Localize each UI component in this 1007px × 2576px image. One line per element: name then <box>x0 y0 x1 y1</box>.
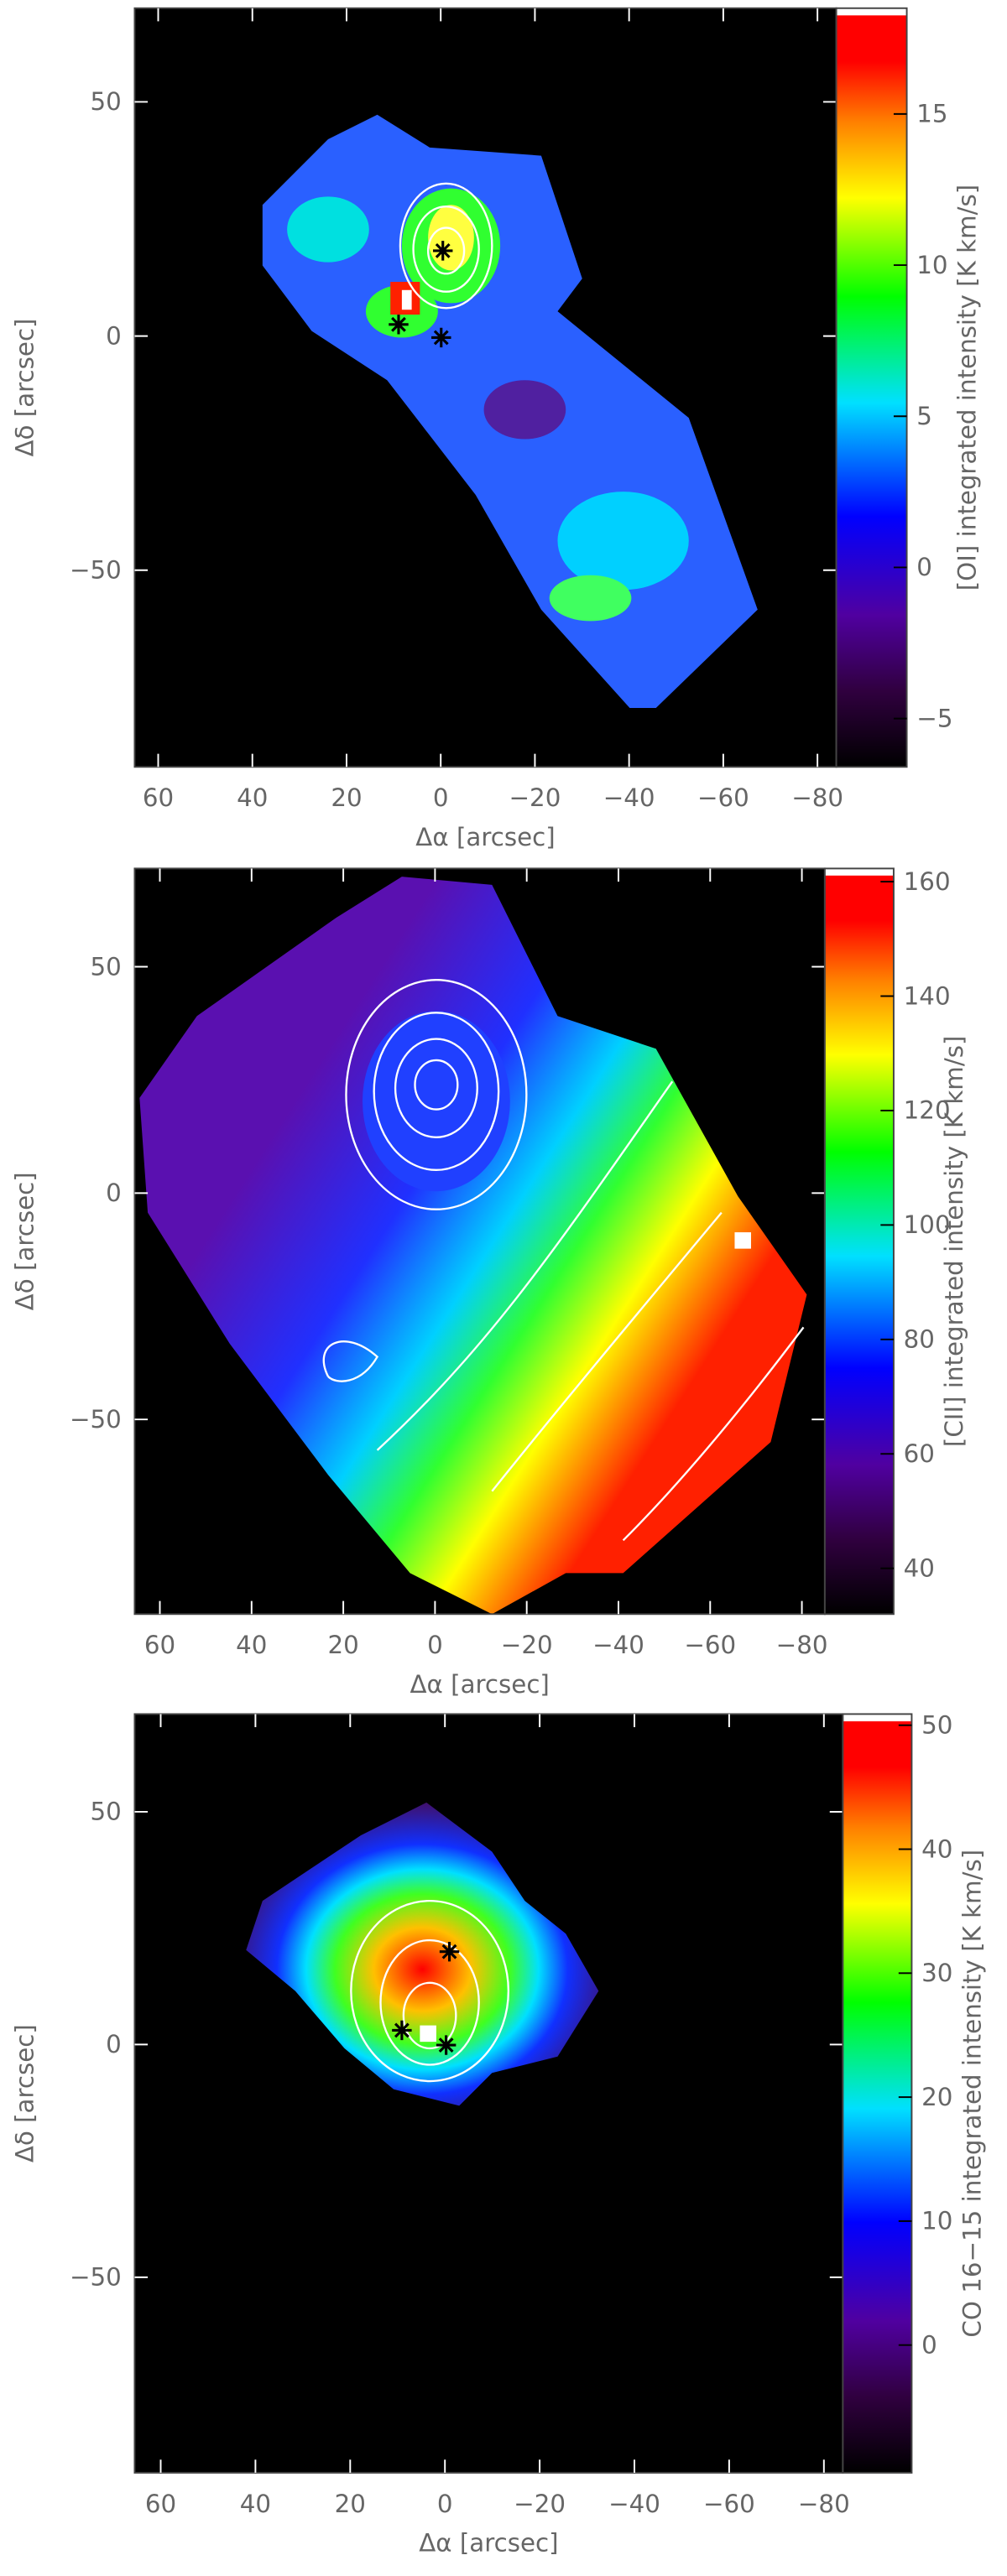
y-tick-label: −50 <box>70 2263 122 2292</box>
x-tick-label: −80 <box>791 783 843 812</box>
x-tick-label: −40 <box>608 2490 660 2518</box>
colorbar-tick-label: 160 <box>904 867 951 896</box>
colorbar-tick-label: 40 <box>904 1553 935 1582</box>
map-patch <box>401 289 412 310</box>
colorbar-label: [OI] integrated intensity [K km/s] <box>953 185 982 591</box>
y-axis-label: Δδ [arcsec] <box>10 1172 39 1310</box>
contour <box>414 1059 459 1111</box>
colorbar-tick-label: 60 <box>904 1439 935 1468</box>
x-axis-label: Δα [arcsec] <box>410 1670 549 1699</box>
colorbar-label: [CII] integrated intensity [K km/s] <box>940 1036 968 1448</box>
x-tick-label: 20 <box>335 2490 366 2518</box>
contour <box>379 1939 480 2066</box>
oi-map <box>262 114 758 708</box>
colorbar-tick-label: 5 <box>916 402 932 430</box>
y-tick-label: 50 <box>91 1798 122 1826</box>
x-tick-label: 60 <box>145 2490 176 2518</box>
x-tick-label: −20 <box>509 783 561 812</box>
y-tick-label: 50 <box>91 952 122 981</box>
map-patch <box>549 575 632 622</box>
map-region <box>139 877 807 1615</box>
x-tick-label: −40 <box>603 783 655 812</box>
source-marker <box>392 1941 460 2055</box>
x-tick-label: −80 <box>798 2490 850 2518</box>
map-patch <box>287 196 369 263</box>
contour <box>426 226 466 275</box>
colorbar-tick-label: 10 <box>916 251 947 279</box>
map-patch <box>734 1232 751 1249</box>
contour <box>322 1340 379 1382</box>
colorbar-tick-label: 50 <box>921 1710 952 1739</box>
map-region <box>246 1802 599 2106</box>
contour <box>394 1038 478 1138</box>
x-tick-label: −80 <box>776 1631 828 1659</box>
contour <box>345 979 528 1210</box>
x-tick-label: 20 <box>327 1631 358 1659</box>
colorbar <box>842 1713 913 2474</box>
x-tick-label: −60 <box>703 2490 755 2518</box>
map-patch <box>428 205 474 271</box>
x-tick-label: 0 <box>427 1631 443 1659</box>
colorbar-tick-label: 80 <box>904 1325 935 1354</box>
x-tick-label: 20 <box>331 783 362 812</box>
colorbar-tick-label: 10 <box>921 2207 952 2235</box>
x-tick-label: 0 <box>437 2490 453 2518</box>
colorbar-label: CO 16−15 integrated intensity [K km/s] <box>957 1850 986 2338</box>
contour <box>402 1981 457 2050</box>
colorbar-tick-label: 30 <box>921 1959 952 1987</box>
colorbar-tick-label: 0 <box>916 553 932 581</box>
map-patch <box>362 1011 510 1192</box>
colorbar-tick-label: 15 <box>916 100 947 128</box>
source-marker <box>389 241 453 348</box>
colorbar-tick-label: −5 <box>916 704 952 732</box>
y-tick-label: 0 <box>106 1179 122 1207</box>
colorbar <box>835 7 908 768</box>
x-tick-label: −20 <box>514 2490 566 2518</box>
contour <box>491 1211 723 1492</box>
colorbar-tick-label: 40 <box>921 1834 952 1863</box>
colorbar-tick-label: 0 <box>921 2330 937 2359</box>
plot-background <box>134 1714 843 2473</box>
x-tick-label: 0 <box>433 783 449 812</box>
x-tick-label: 40 <box>240 2490 271 2518</box>
contour <box>399 182 493 310</box>
y-axis-label: Δδ [arcsec] <box>10 319 39 457</box>
cii-map <box>139 877 807 1615</box>
x-tick-label: −60 <box>697 783 749 812</box>
colorbar-tick-label: 20 <box>921 2083 952 2111</box>
x-axis-label: Δα [arcsec] <box>415 823 555 851</box>
y-axis-label: Δδ [arcsec] <box>10 2024 39 2162</box>
y-tick-label: −50 <box>70 1405 122 1434</box>
y-tick-label: −50 <box>70 556 122 585</box>
x-tick-label: 40 <box>237 783 268 812</box>
co-map <box>246 1802 599 2106</box>
x-tick-label: −60 <box>684 1631 736 1659</box>
y-tick-label: 50 <box>91 87 122 116</box>
x-tick-label: −40 <box>592 1631 644 1659</box>
colorbar-tick-label: 120 <box>904 1096 951 1125</box>
map-patch <box>420 2025 436 2043</box>
colorbar-tick-label: 140 <box>904 981 951 1010</box>
x-tick-label: 60 <box>143 783 174 812</box>
contour <box>622 1326 805 1542</box>
colorbar <box>823 867 895 1616</box>
y-tick-label: 0 <box>106 321 122 350</box>
map-patch <box>557 492 689 591</box>
contour <box>373 1012 500 1172</box>
x-axis-label: Δα [arcsec] <box>419 2529 558 2558</box>
contour <box>412 205 480 293</box>
map-patch <box>483 380 566 440</box>
y-tick-label: 0 <box>106 2030 122 2058</box>
contour <box>350 1899 510 2083</box>
colorbar-tick-label: 100 <box>904 1210 951 1239</box>
x-tick-label: 40 <box>236 1631 267 1659</box>
contour <box>376 1080 674 1451</box>
x-tick-label: 60 <box>144 1631 175 1659</box>
x-tick-label: −20 <box>501 1631 553 1659</box>
